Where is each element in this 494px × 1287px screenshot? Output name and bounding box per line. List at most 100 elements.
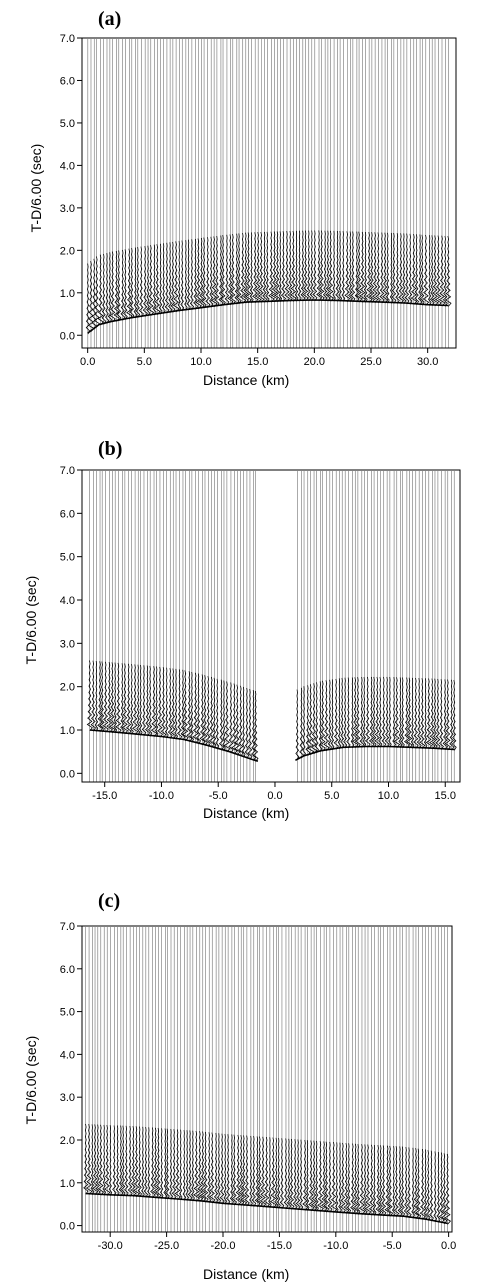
trace-wiggle (95, 1124, 101, 1196)
trace-wiggle (445, 235, 452, 307)
trace-wiggle (101, 253, 107, 325)
y-tick-label: 4.0 (60, 595, 75, 607)
trace-wiggle (327, 679, 332, 751)
trace-wiggle (374, 676, 381, 748)
trace-wiggle (219, 1133, 225, 1205)
trace-wiggle (391, 1146, 396, 1217)
trace-wiggle (438, 679, 444, 750)
trace-wiggle (340, 677, 345, 749)
trace-wiggle (243, 232, 249, 304)
trace-wiggle (369, 232, 375, 303)
trace-wiggle (318, 681, 323, 752)
trace-wiggle (358, 1144, 366, 1215)
trace-wiggle (419, 678, 426, 749)
trace-wiggle (416, 678, 422, 749)
trace-wiggle (341, 231, 346, 302)
x-tick-label: -5.0 (383, 1240, 402, 1252)
trace-wiggle (319, 680, 326, 752)
trace-wiggle (284, 231, 290, 302)
trace-wiggle (406, 677, 413, 749)
trace-wiggle (234, 233, 240, 305)
y-tick-label: 5.0 (60, 552, 75, 564)
trace-wiggle (354, 231, 360, 303)
trace-wiggle (118, 1125, 124, 1197)
trace-wiggle (160, 1128, 164, 1199)
trace-wiggle (141, 665, 147, 736)
trace-wiggle (372, 232, 379, 303)
trace-wiggle (127, 1125, 133, 1197)
trace-wiggle (254, 1136, 261, 1208)
trace-wiggle (157, 666, 164, 738)
trace-wiggle (419, 234, 425, 306)
x-tick-label: 5.0 (324, 790, 339, 802)
trace-wiggle (343, 1143, 350, 1214)
trace-wiggle (202, 1131, 209, 1203)
trace-wiggle (252, 232, 259, 303)
trace-wiggle (210, 236, 218, 308)
trace-wiggle (161, 243, 166, 314)
trace-wiggle (92, 1124, 99, 1196)
x-tick-label: 20.0 (304, 356, 325, 368)
trace-wiggle (209, 236, 214, 308)
trace-wiggle (429, 678, 436, 750)
trace-wiggle (177, 240, 182, 312)
y-tick-label: 3.0 (60, 1092, 75, 1104)
trace-wiggle (186, 239, 191, 311)
trace-wiggle (163, 1128, 168, 1200)
trace-wiggle (244, 1135, 250, 1207)
trace-wiggle (429, 1150, 434, 1222)
trace-wiggle (259, 1136, 267, 1208)
trace-wiggle (393, 1146, 400, 1217)
trace-wiggle (133, 1126, 140, 1197)
trace-wiggle (150, 666, 158, 737)
trace-wiggle (365, 232, 373, 303)
y-tick-label: 2.0 (60, 1135, 75, 1147)
trace-wiggle (429, 235, 435, 306)
trace-wiggle (106, 662, 113, 733)
y-tick-label: 5.0 (60, 118, 75, 130)
trace-wiggle (180, 669, 186, 741)
trace-wiggle (274, 1137, 279, 1209)
trace-wiggle (311, 1140, 318, 1212)
first-arrival-line (85, 1192, 448, 1225)
trace-wiggle (87, 261, 95, 332)
trace-wiggle (137, 1126, 143, 1198)
trace-wiggle (154, 244, 161, 315)
trace-wiggle (386, 1145, 394, 1217)
x-tick-label: 10.0 (190, 356, 211, 368)
trace-wiggle (116, 250, 122, 322)
x-tick-label: -25.0 (154, 1240, 179, 1252)
trace-wiggle (85, 263, 91, 335)
trace-wiggle (305, 1140, 310, 1211)
trace-wiggle (239, 232, 247, 304)
trace-wiggle (102, 661, 109, 733)
trace-wiggle (102, 1124, 106, 1196)
x-tick-label: -5.0 (209, 790, 228, 802)
trace-wiggle (401, 233, 407, 304)
trace-wiggle (206, 1132, 212, 1203)
trace-wiggle (107, 252, 112, 323)
trace-wiggle (391, 232, 397, 304)
trace-wiggle (449, 679, 455, 751)
trace-wiggle (382, 232, 389, 304)
trace-wiggle (182, 1129, 187, 1201)
trace-wiggle (165, 1128, 170, 1200)
trace-wiggle (218, 679, 225, 751)
x-tick-label: 0.0 (80, 356, 95, 368)
trace-wiggle (189, 671, 194, 743)
trace-wiggle (410, 234, 418, 305)
trace-wiggle (115, 1125, 120, 1197)
panel-b-frame (81, 469, 461, 783)
trace-wiggle (323, 1141, 330, 1213)
trace-wiggle (314, 1140, 319, 1212)
trace-wiggle (380, 1145, 387, 1217)
panel-c-frame (81, 925, 453, 1233)
trace-wiggle (129, 248, 135, 319)
trace-wiggle (444, 1153, 452, 1225)
trace-wiggle (97, 254, 104, 326)
trace-wiggle (414, 234, 420, 305)
trace-wiggle (109, 662, 116, 733)
trace-wiggle (335, 1142, 339, 1213)
trace-wiggle (199, 1131, 207, 1203)
trace-wiggle (287, 230, 293, 302)
